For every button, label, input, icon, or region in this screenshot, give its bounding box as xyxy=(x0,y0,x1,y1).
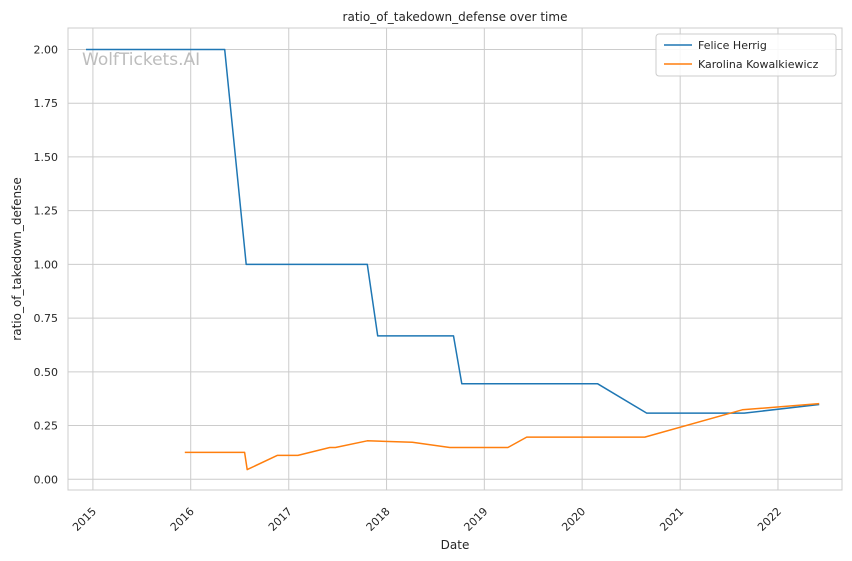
y-tick-label: 1.50 xyxy=(34,151,59,164)
y-tick-label: 0.75 xyxy=(34,312,59,325)
series-line-karolina-kowalkiewicz xyxy=(184,402,820,471)
series-lines xyxy=(86,48,820,471)
legend: Felice Herrig Karolina Kowalkiewicz xyxy=(655,33,837,77)
x-axis-label: Date xyxy=(441,538,470,552)
y-tick-label: 1.75 xyxy=(34,97,59,110)
y-axis-label: ratio_of_takedown_defense xyxy=(10,177,24,340)
legend-label-karolina: Karolina Kowalkiewicz xyxy=(698,58,819,71)
y-tick-label: 0.25 xyxy=(34,420,59,433)
y-tick-label: 2.00 xyxy=(34,43,59,56)
watermark: WolfTickets.AI xyxy=(82,50,200,70)
legend-box xyxy=(655,33,837,77)
y-tick-label: 0.50 xyxy=(34,366,59,379)
y-tick-label: 1.25 xyxy=(34,205,59,218)
plot-frame xyxy=(67,27,843,491)
grid xyxy=(68,28,842,490)
y-tick-label: 1.00 xyxy=(34,258,59,271)
series-line-felice-herrig xyxy=(86,48,820,414)
chart-title: ratio_of_takedown_defense over time xyxy=(343,10,568,24)
y-tick-labels: 0.00 0.25 0.50 0.75 1.00 1.25 1.50 1.75 2.00 xyxy=(34,43,59,486)
y-tick-label: 0.00 xyxy=(34,473,59,486)
legend-label-felice: Felice Herrig xyxy=(698,39,767,52)
